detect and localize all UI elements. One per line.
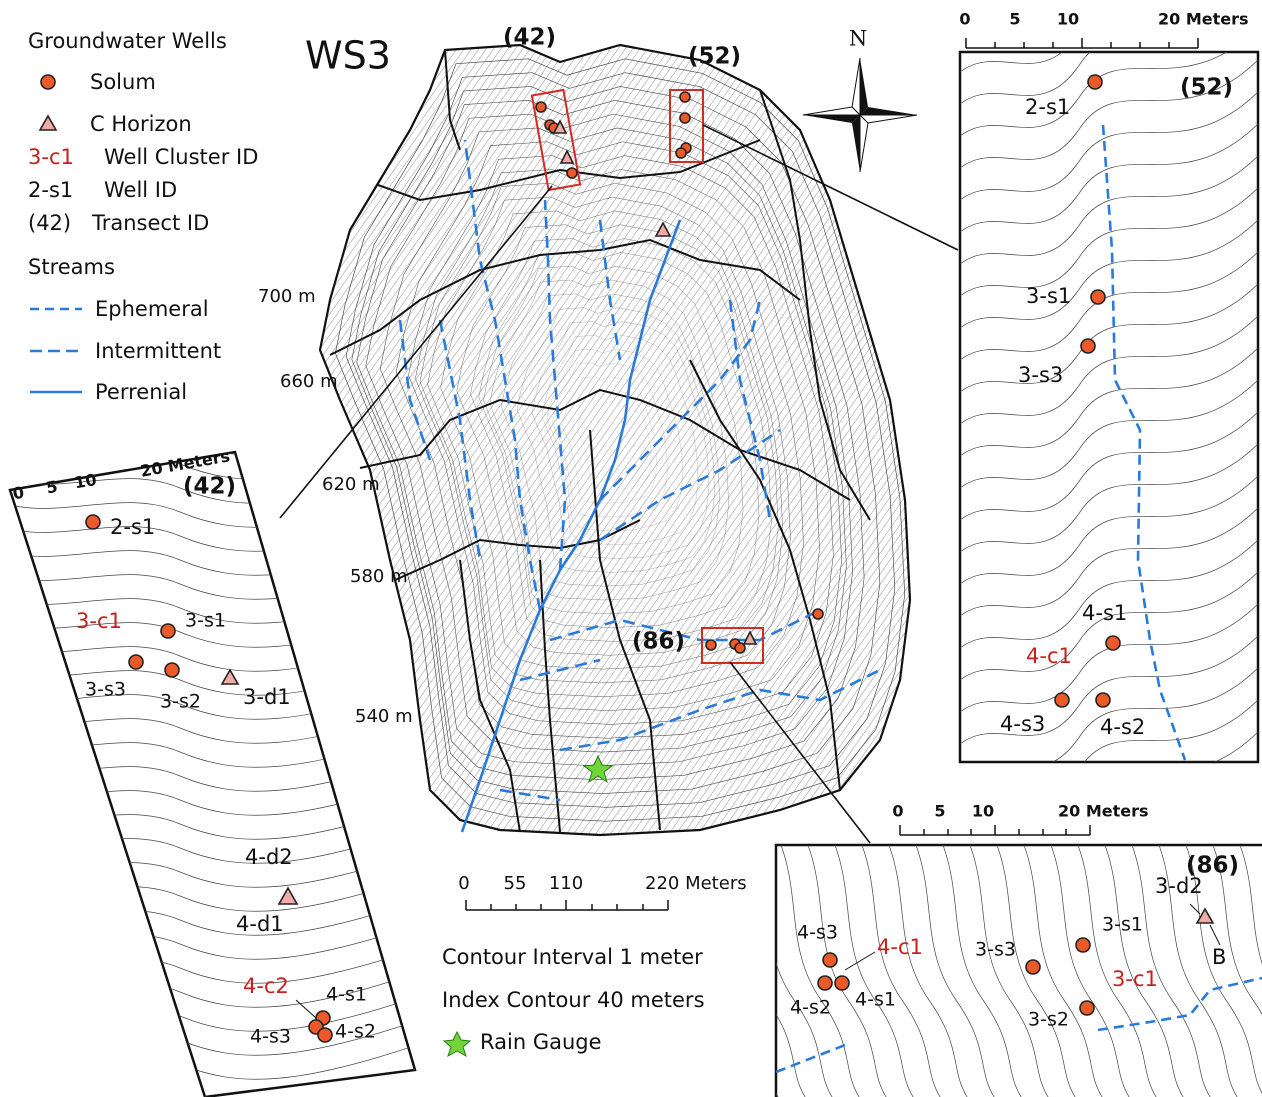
well-label: 2-s1 bbox=[110, 515, 155, 539]
elevation-label: 580 m bbox=[350, 566, 408, 587]
well-label: 3-s1 bbox=[1026, 284, 1071, 308]
elevation-label: 660 m bbox=[280, 371, 338, 392]
well-label: 3-s3 bbox=[975, 939, 1016, 961]
inset-42: 0 5 10 20 Meters (42) 2-s1 3-c1 3-s1 3-s… bbox=[0, 420, 420, 1097]
legend-heading: Groundwater Wells bbox=[28, 29, 227, 53]
legend-heading: Streams bbox=[28, 255, 115, 279]
well-label: 4-s2 bbox=[335, 1021, 376, 1043]
map-title: WS3 bbox=[305, 34, 391, 78]
legend-item: Well Cluster ID bbox=[104, 145, 258, 169]
legend-item: Solum bbox=[90, 70, 156, 94]
c-horizon-symbol bbox=[40, 116, 56, 130]
well-label: B bbox=[1212, 945, 1226, 969]
rain-gauge-symbol bbox=[444, 1032, 470, 1056]
legend-item: Intermittent bbox=[95, 339, 221, 363]
north-label: N bbox=[849, 27, 867, 51]
well-label: 4-s1 bbox=[855, 989, 896, 1011]
legend-id-example: 2-s1 bbox=[28, 178, 73, 202]
legend-item: Transect ID bbox=[91, 211, 209, 235]
scale-label: 5 bbox=[1009, 10, 1020, 29]
scale-label: 10 bbox=[73, 470, 98, 493]
legend-item: Perrenial bbox=[95, 380, 187, 404]
well-label: 3-s1 bbox=[1102, 914, 1143, 936]
well-label: 4-s1 bbox=[1082, 601, 1127, 625]
well-label: 4-s3 bbox=[797, 922, 838, 944]
scale-label: 0 bbox=[892, 802, 903, 821]
well-label: 3-s2 bbox=[1028, 1009, 1069, 1031]
well-label: 4-s3 bbox=[250, 1026, 291, 1048]
well-label: 4-s2 bbox=[790, 997, 831, 1019]
inset-52: 0 5 10 20 Meters (52) 2-s1 3-s1 3-s3 4-s… bbox=[959, 0, 1260, 872]
map-note: Rain Gauge bbox=[480, 1030, 602, 1054]
well-label: 3-d1 bbox=[243, 685, 291, 709]
scale-label: 0 bbox=[458, 873, 469, 894]
elevation-label: 540 m bbox=[355, 706, 413, 727]
legend: Groundwater Wells Solum C Horizon 3-c1 W… bbox=[28, 29, 258, 404]
scale-label: 0 bbox=[11, 483, 25, 504]
elevation-label: 620 m bbox=[322, 474, 380, 495]
scale-label: 5 bbox=[45, 477, 59, 498]
scale-label: 20 Meters bbox=[1058, 802, 1149, 821]
scale-label: 10 bbox=[1057, 10, 1079, 29]
well-label: 4-s1 bbox=[326, 984, 367, 1006]
north-arrow: N bbox=[803, 27, 917, 173]
well-label: 3-s3 bbox=[1018, 363, 1063, 387]
solum-symbol bbox=[41, 75, 55, 89]
cluster-label: 4-c1 bbox=[877, 935, 923, 959]
watershed-map: WS3 bbox=[258, 25, 917, 836]
well-label: 4-s2 bbox=[1100, 715, 1145, 739]
legend-item: Ephemeral bbox=[95, 297, 209, 321]
well-label: 3-s2 bbox=[160, 691, 201, 713]
transect-label: (42) bbox=[503, 25, 556, 51]
legend-id-example: (42) bbox=[28, 211, 71, 235]
well-label: 4-s3 bbox=[1000, 712, 1045, 736]
scale-label: 55 bbox=[504, 873, 527, 894]
map-note: Contour Interval 1 meter bbox=[442, 945, 703, 969]
legend-item: C Horizon bbox=[90, 112, 192, 136]
map-figure: Groundwater Wells Solum C Horizon 3-c1 W… bbox=[0, 0, 1262, 1097]
legend-id-example: 3-c1 bbox=[28, 145, 74, 169]
scale-label: 0 bbox=[959, 10, 970, 29]
inset-title: (42) bbox=[183, 474, 236, 500]
well-label: 3-d2 bbox=[1155, 874, 1203, 898]
inset-86: 0 5 10 20 Meters (86) 4-s3 4-c1 4-s2 4-s… bbox=[700, 802, 1262, 1097]
well-label: 4-d2 bbox=[245, 845, 293, 869]
well-label: 3-s1 bbox=[185, 610, 226, 632]
scale-label: 5 bbox=[934, 802, 945, 821]
well-label: 2-s1 bbox=[1025, 95, 1070, 119]
well-label: 4-d1 bbox=[236, 912, 284, 936]
scale-label: 110 bbox=[549, 873, 583, 894]
elevation-label: 700 m bbox=[258, 286, 316, 307]
cluster-label: 4-c2 bbox=[243, 974, 289, 998]
transect-label: (86) bbox=[632, 629, 685, 655]
transect-label: (52) bbox=[688, 44, 741, 70]
inset-title: (52) bbox=[1180, 75, 1233, 101]
scale-label: 220 Meters bbox=[645, 873, 747, 894]
cluster-label: 4-c1 bbox=[1026, 644, 1072, 668]
legend-item: Well ID bbox=[104, 178, 177, 202]
scale-label: 20 Meters bbox=[1158, 10, 1249, 29]
scale-label: 10 bbox=[972, 802, 994, 821]
cluster-label: 3-c1 bbox=[1112, 967, 1158, 991]
well-label: 3-s3 bbox=[85, 679, 126, 701]
map-note: Index Contour 40 meters bbox=[442, 988, 705, 1012]
cluster-label: 3-c1 bbox=[76, 609, 122, 633]
main-scale: 0 55 110 220 Meters bbox=[458, 873, 746, 910]
